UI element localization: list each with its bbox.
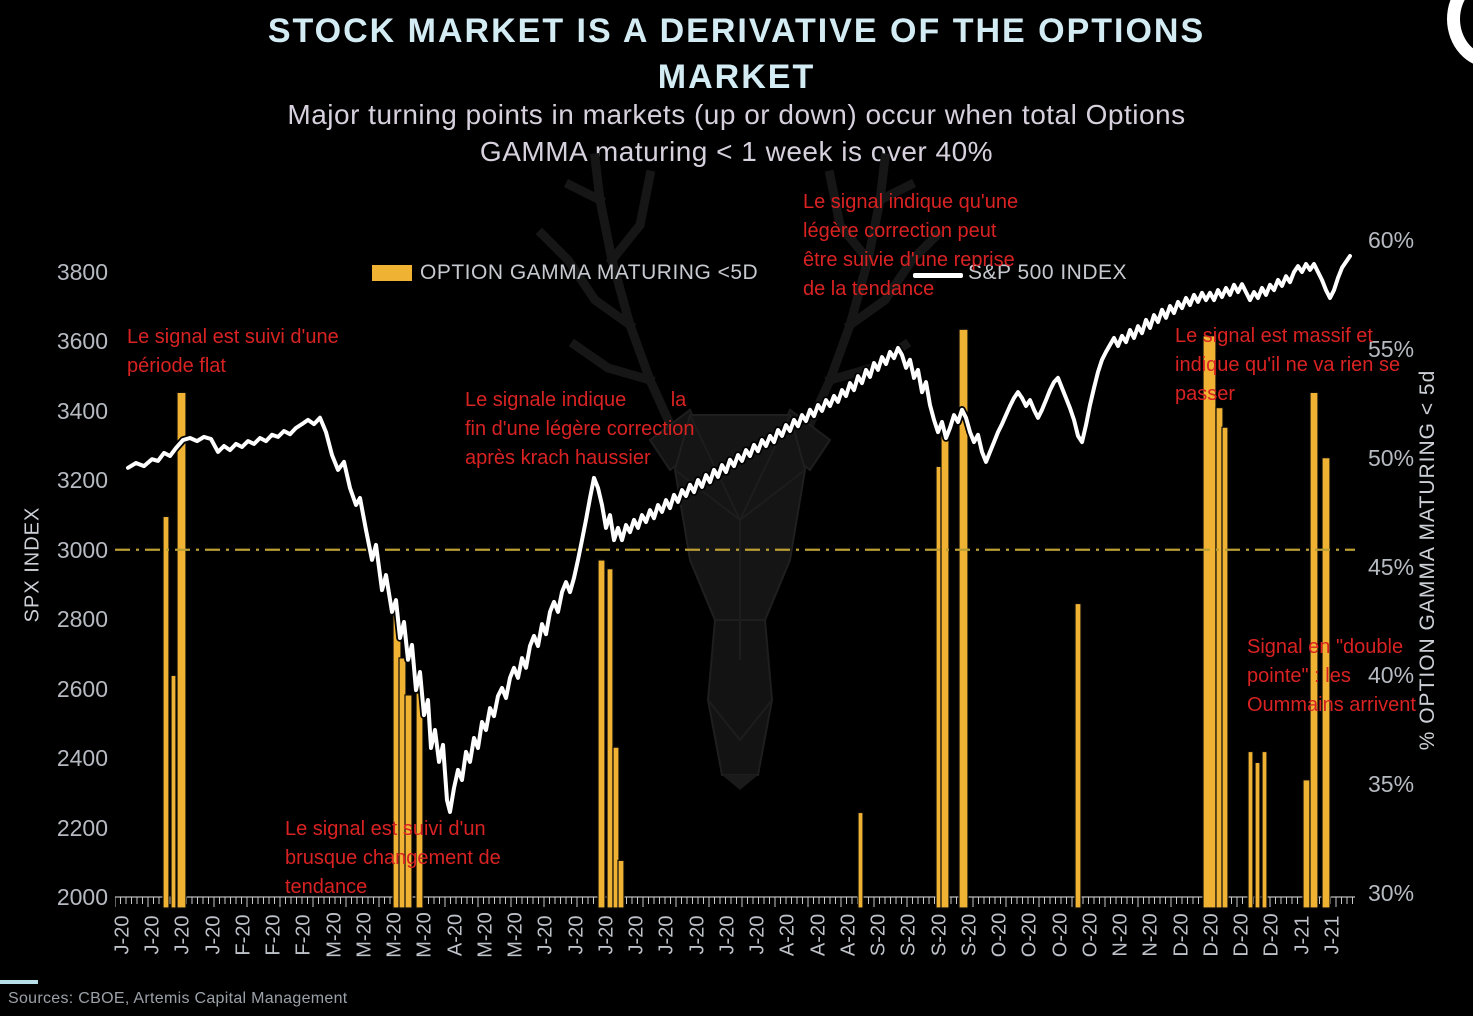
- x-axis-label: J-20: [111, 915, 134, 955]
- x-axis-label: J-21: [1291, 915, 1313, 955]
- left-axis-tick-label: 3600: [56, 328, 108, 355]
- page-title: STOCK MARKET IS A DERIVATIVE OF THE OPTI…: [0, 8, 1473, 100]
- left-axis-tick-label: 2800: [56, 606, 108, 633]
- x-axis-label: A-20: [444, 913, 467, 957]
- x-axis-label: J-20: [625, 915, 648, 955]
- x-axis-label: J-20: [141, 915, 164, 955]
- left-axis-tick-label: 2200: [56, 814, 108, 841]
- stag-antlers: [535, 152, 945, 441]
- legend-gamma-label: OPTION GAMMA MATURING <5D: [420, 261, 759, 284]
- x-axis-label: S-20: [958, 913, 981, 957]
- x-axis-label: S-20: [928, 913, 951, 957]
- right-axis-tick-label: 30%: [1368, 880, 1415, 906]
- left-axis-tick-label: 3000: [56, 536, 108, 563]
- annotation-brusque: Le signal est suivi d'un brusque changem…: [285, 818, 501, 898]
- sources-text: Sources: CBOE, Artemis Capital Managemen…: [8, 990, 348, 1007]
- left-axis-tick-label: 2400: [56, 745, 108, 772]
- x-axis-label: F-20: [292, 914, 315, 956]
- legend-spx-swatch: [913, 273, 963, 278]
- footer-accent-line: [0, 980, 38, 984]
- right-axis-tick-label: 50%: [1368, 444, 1415, 471]
- sp500-line: [126, 254, 1352, 814]
- x-axis-label: F-20: [232, 914, 255, 956]
- title-line2: MARKET: [657, 58, 816, 96]
- x-axis-label: J-20: [746, 915, 769, 955]
- x-axis-label: J-20: [716, 915, 739, 955]
- legend-spx-label: S&P 500 INDEX: [968, 261, 1128, 284]
- x-axis-label: A-20: [776, 913, 799, 957]
- x-axis-label: J-20: [202, 915, 225, 955]
- right-axis-tick-label: 60%: [1368, 227, 1415, 253]
- x-axis-label: A-20: [837, 913, 860, 957]
- left-axis-tick-label: 3800: [56, 259, 108, 285]
- annotation-flat: Le signal est suivi d'une période flat: [127, 326, 339, 377]
- x-axis-label: J-21: [1321, 915, 1344, 955]
- x-axis-label: S-20: [897, 913, 920, 957]
- x-axis-label: J-20: [595, 915, 618, 955]
- left-axis-tick-label: 2000: [56, 884, 108, 910]
- gamma-bars: [162, 328, 1331, 909]
- x-axis-label: J-20: [171, 915, 194, 955]
- left-axis-tick-label: 3400: [56, 397, 108, 424]
- x-axis-label: J-20: [565, 915, 588, 955]
- left-axis-title: SPX INDEX: [21, 506, 44, 623]
- right-axis-tick-label: 35%: [1368, 771, 1415, 798]
- left-axis-tick-label: 2600: [56, 675, 108, 702]
- x-axis-label: S-20: [867, 913, 890, 957]
- x-axis-label: J-20: [686, 915, 709, 955]
- subtitle-line2: GAMMA maturing < 1 week is over 40%: [479, 136, 994, 167]
- annotation-fin-correction: Le signale indique la fin d'une légère c…: [465, 389, 695, 469]
- annotation-massif: Le signal est massif et indique qu'il ne…: [1175, 325, 1401, 405]
- annotation-reprise: Le signal indique qu'une légère correcti…: [803, 191, 1019, 300]
- subtitle-line1: Major turning points in markets (up or d…: [287, 99, 1186, 130]
- x-axis-label: A-20: [807, 913, 830, 957]
- right-axis-tick-label: 45%: [1368, 553, 1415, 580]
- x-axis-label: J-20: [655, 915, 678, 955]
- right-axis-tick-label: 40%: [1368, 662, 1415, 689]
- right-axis-title: % OPTION GAMMA MATURING < 5d: [1416, 369, 1439, 751]
- annotation-double-pointe: Signal en "double pointe" : les Oummains…: [1247, 636, 1416, 716]
- left-axis-tick-label: 3200: [56, 467, 108, 494]
- plot-area: [115, 252, 1355, 909]
- page-subtitle: Major turning points in markets (up or d…: [0, 96, 1473, 170]
- x-axis-label: J-20: [534, 915, 557, 955]
- title-line1: STOCK MARKET IS A DERIVATIVE OF THE OPTI…: [267, 12, 1206, 50]
- right-axis-tick-label: 55%: [1368, 335, 1415, 362]
- x-axis-label: F-20: [262, 914, 285, 956]
- legend-gamma-swatch: [372, 265, 412, 281]
